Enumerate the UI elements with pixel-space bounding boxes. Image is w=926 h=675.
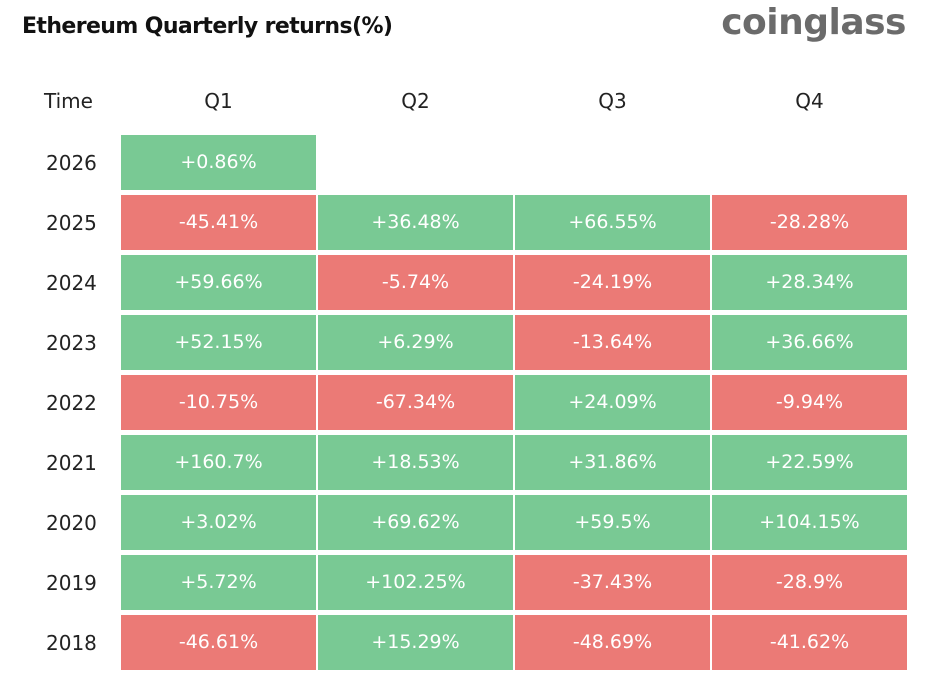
year-label: 2019 [46, 571, 97, 595]
year-label: 2022 [46, 391, 97, 415]
return-cell: +102.25% [318, 555, 513, 610]
return-cell: -67.34% [318, 375, 513, 430]
return-cell: -46.61% [121, 615, 316, 670]
return-cell: +24.09% [515, 375, 710, 430]
return-cell: +59.66% [121, 255, 316, 310]
return-cell [712, 135, 907, 190]
return-cell: -41.62% [712, 615, 907, 670]
return-cell: +3.02% [121, 495, 316, 550]
column-header-time: Time [44, 89, 93, 113]
column-header-q3: Q3 [598, 89, 627, 113]
return-cell: +5.72% [121, 555, 316, 610]
return-cell: +160.7% [121, 435, 316, 490]
year-label: 2020 [46, 511, 97, 535]
column-header-q4: Q4 [795, 89, 824, 113]
brand-logo: coinglass [721, 2, 906, 43]
table-row: 2025 -45.41% +36.48% +66.55% -28.28% [0, 195, 926, 255]
return-cell: +69.62% [318, 495, 513, 550]
return-cell: -37.43% [515, 555, 710, 610]
return-cell: -28.9% [712, 555, 907, 610]
return-cell: +36.66% [712, 315, 907, 370]
return-cell: +22.59% [712, 435, 907, 490]
header-row: Time Q1 Q2 Q3 Q4 [0, 75, 926, 135]
year-label: 2024 [46, 271, 97, 295]
table-row: 2022 -10.75% -67.34% +24.09% -9.94% [0, 375, 926, 435]
return-cell: +15.29% [318, 615, 513, 670]
year-label: 2023 [46, 331, 97, 355]
return-cell: -28.28% [712, 195, 907, 250]
return-cell: -5.74% [318, 255, 513, 310]
year-label: 2025 [46, 211, 97, 235]
return-cell: +104.15% [712, 495, 907, 550]
return-cell: +28.34% [712, 255, 907, 310]
table-row: 2026 +0.86% [0, 135, 926, 195]
table-row: 2019 +5.72% +102.25% -37.43% -28.9% [0, 555, 926, 615]
return-cell: +36.48% [318, 195, 513, 250]
return-cell [515, 135, 710, 190]
table-row: 2024 +59.66% -5.74% -24.19% +28.34% [0, 255, 926, 315]
year-label: 2018 [46, 631, 97, 655]
year-label: 2026 [46, 151, 97, 175]
table-row: 2021 +160.7% +18.53% +31.86% +22.59% [0, 435, 926, 495]
table-row: 2018 -46.61% +15.29% -48.69% -41.62% [0, 615, 926, 675]
chart-title: Ethereum Quarterly returns(%) [22, 14, 393, 39]
return-cell: +0.86% [121, 135, 316, 190]
return-cell: +6.29% [318, 315, 513, 370]
return-cell: -48.69% [515, 615, 710, 670]
column-header-q1: Q1 [204, 89, 233, 113]
return-cell: +66.55% [515, 195, 710, 250]
return-cell: -13.64% [515, 315, 710, 370]
column-header-q2: Q2 [401, 89, 430, 113]
return-cell: +31.86% [515, 435, 710, 490]
return-cell: -9.94% [712, 375, 907, 430]
table-row: 2020 +3.02% +69.62% +59.5% +104.15% [0, 495, 926, 555]
return-cell: +18.53% [318, 435, 513, 490]
return-cell: +59.5% [515, 495, 710, 550]
year-label: 2021 [46, 451, 97, 475]
return-cell: -10.75% [121, 375, 316, 430]
return-cell: -45.41% [121, 195, 316, 250]
table-row: 2023 +52.15% +6.29% -13.64% +36.66% [0, 315, 926, 375]
return-cell [318, 135, 513, 190]
return-cell: -24.19% [515, 255, 710, 310]
return-cell: +52.15% [121, 315, 316, 370]
